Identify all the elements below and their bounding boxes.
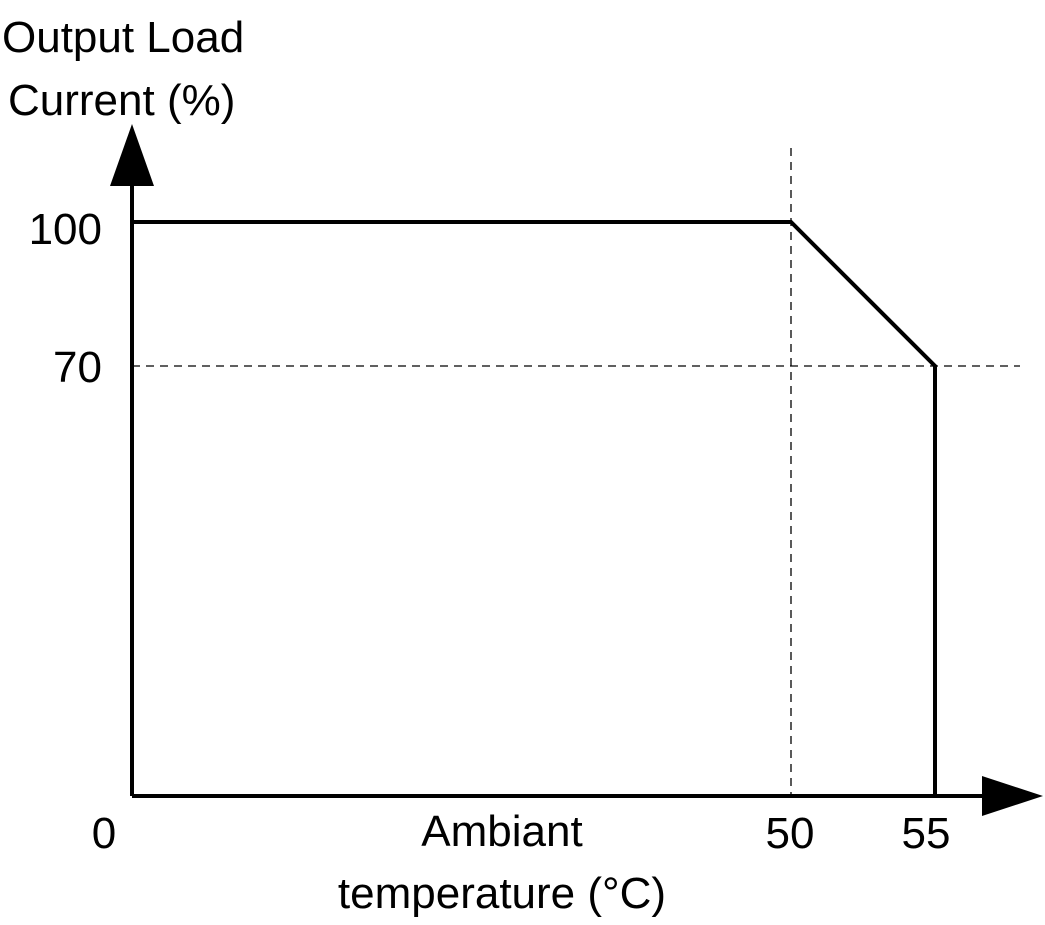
y-axis-arrowhead	[110, 124, 154, 186]
derating-curve-line	[132, 220, 937, 796]
y-axis-label-line-2: Current (%)	[8, 76, 235, 125]
y-tick-label-70: 70	[53, 343, 102, 392]
x-axis-label-line-2: temperature (°C)	[338, 869, 666, 918]
x-axis-label-line-1: Ambiant	[421, 807, 582, 856]
reference-lines	[132, 148, 1020, 796]
y-axis-label-line-1: Output Load	[2, 13, 244, 62]
axes	[110, 124, 1043, 816]
x-tick-label-50: 50	[766, 809, 815, 858]
y-tick-label-100: 100	[29, 205, 102, 254]
x-tick-label-0: 0	[92, 809, 116, 858]
x-axis-arrowhead	[982, 776, 1043, 816]
series-layer	[132, 220, 937, 796]
x-tick-label-55: 55	[902, 809, 951, 858]
